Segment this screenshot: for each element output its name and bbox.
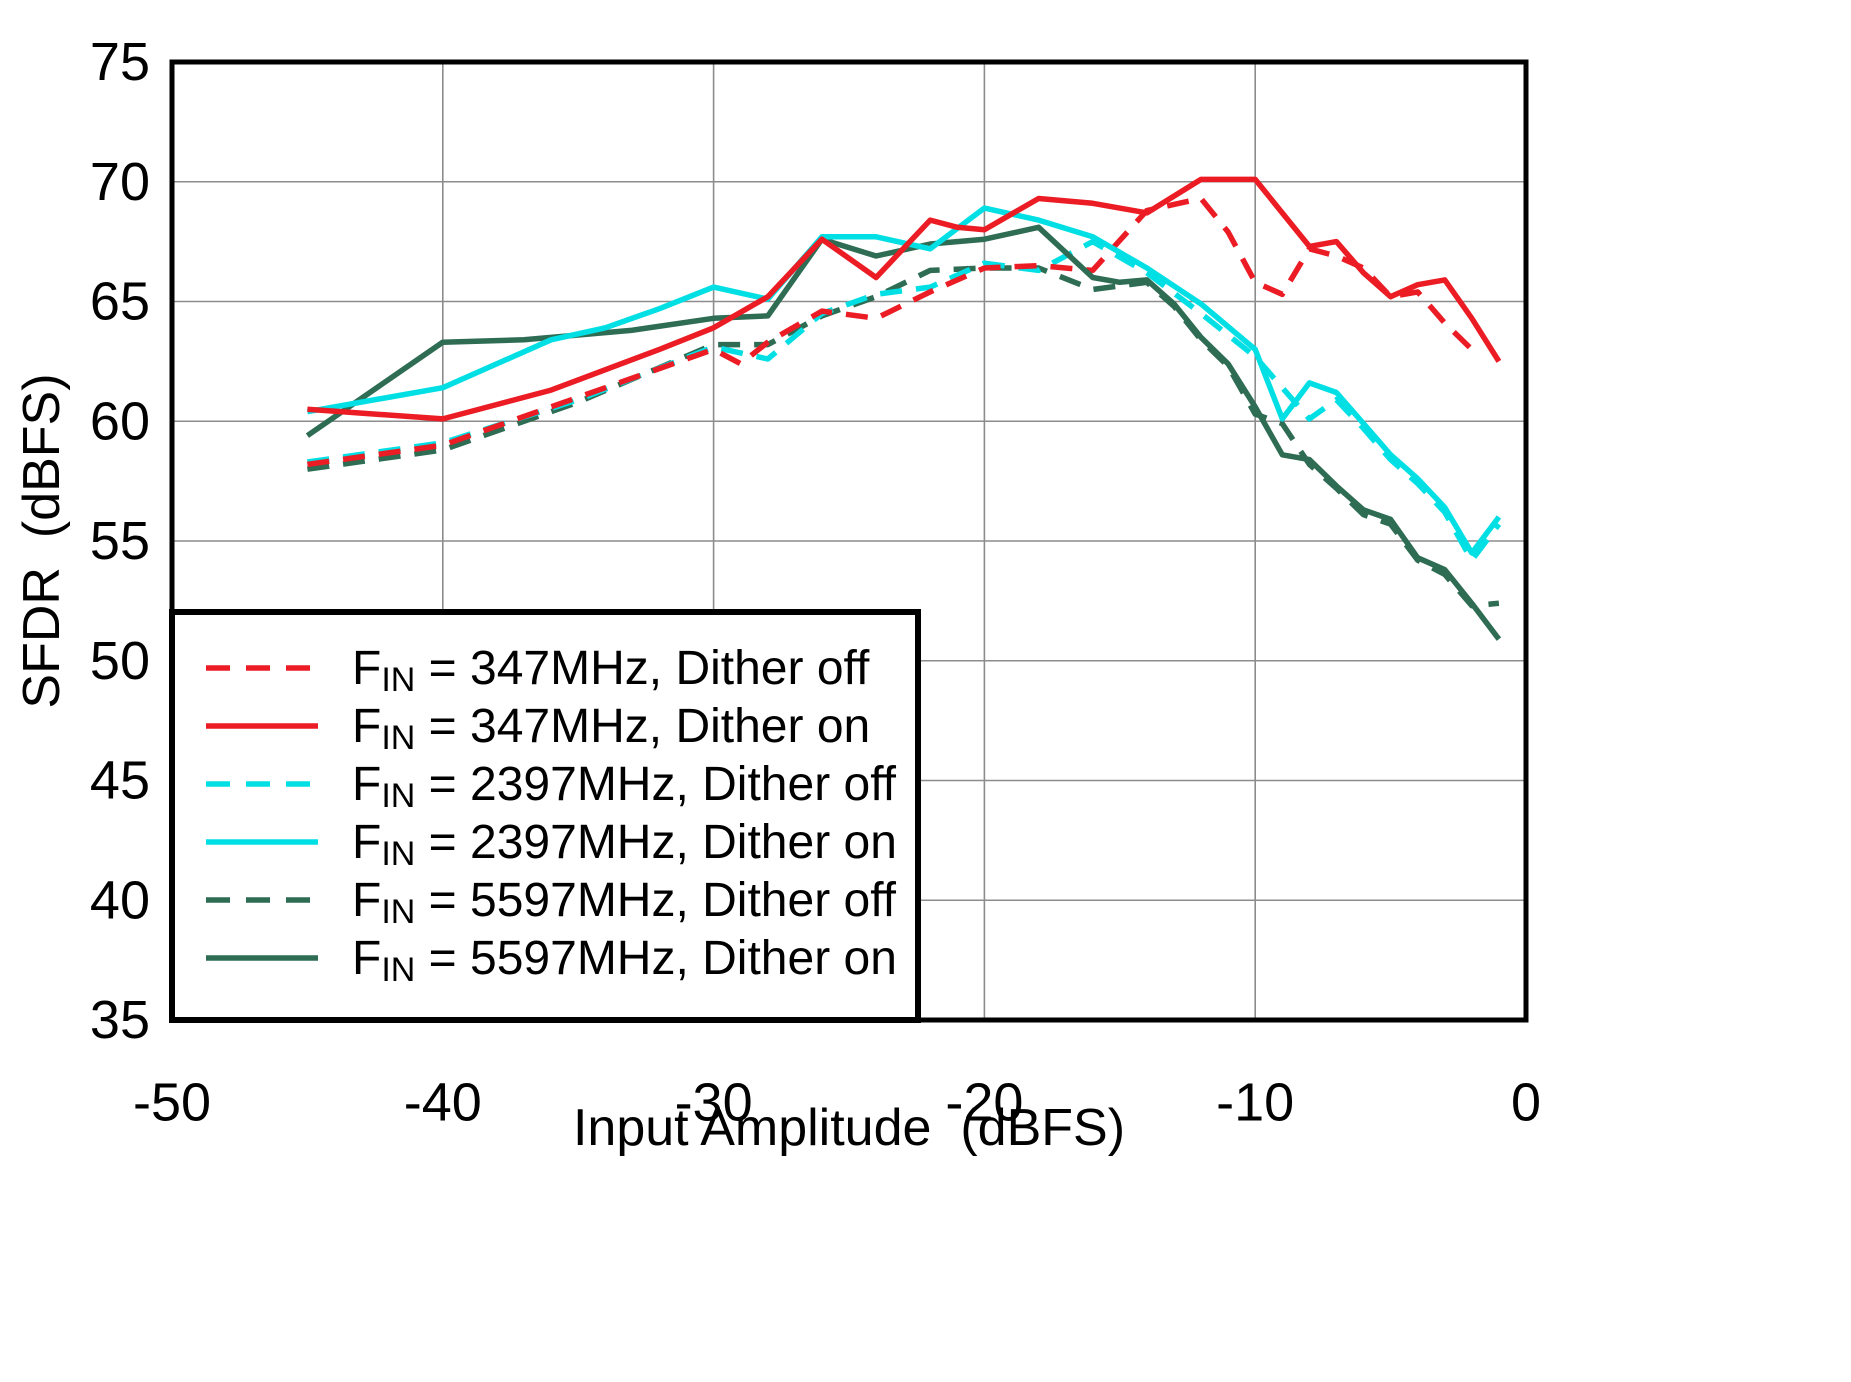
y-tick-label-65: 65 [90, 272, 150, 332]
series-line-fin-2397mhz-dither-on [306, 205, 1502, 556]
x-tick-label--50: -50 [133, 1072, 211, 1132]
x-axis-label: Input Amplitude (dBFS) [572, 1099, 1126, 1157]
legend-label-fin-5597mhz-dither-on: FIN = 5597MHz, Dither on [352, 932, 897, 990]
y-tick-label-40: 40 [90, 870, 150, 930]
y-tick-label-60: 60 [90, 391, 150, 451]
legend-label-fin-347mhz-dither-on: FIN = 347MHz, Dither on [352, 700, 870, 758]
y-tick-label-50: 50 [90, 631, 150, 691]
y-tick-label-35: 35 [90, 990, 150, 1050]
legend-label-fin-5597mhz-dither-off: FIN = 5597MHz, Dither off [352, 874, 897, 932]
legend-label-fin-347mhz-dither-off: FIN = 347MHz, Dither off [352, 642, 870, 700]
x-tick-label--40: -40 [404, 1072, 482, 1132]
series-line-fin-347mhz-dither-on [307, 176, 1502, 422]
x-tick-label-0: 0 [1511, 1072, 1541, 1132]
series-line-fin-5597mhz-dither-off [307, 265, 1500, 609]
legend-label-fin-2397mhz-dither-on: FIN = 2397MHz, Dither on [352, 816, 897, 874]
y-tick-label-70: 70 [90, 152, 150, 212]
legend-label-fin-2397mhz-dither-off: FIN = 2397MHz, Dither off [352, 758, 897, 816]
y-axis-label: SFDR (dBFS) [13, 373, 71, 709]
x-tick-label--20: -20 [945, 1072, 1023, 1132]
x-tick-label--10: -10 [1216, 1072, 1294, 1132]
y-tick-label-55: 55 [90, 511, 150, 571]
y-tick-label-45: 45 [90, 751, 150, 811]
y-tick-label-75: 75 [90, 32, 150, 92]
x-tick-label--30: -30 [675, 1072, 753, 1132]
legend-box [169, 609, 921, 1023]
series-line-fin-347mhz-dither-off [307, 195, 1474, 468]
series-line-fin-2397mhz-dither-off [307, 238, 1502, 563]
